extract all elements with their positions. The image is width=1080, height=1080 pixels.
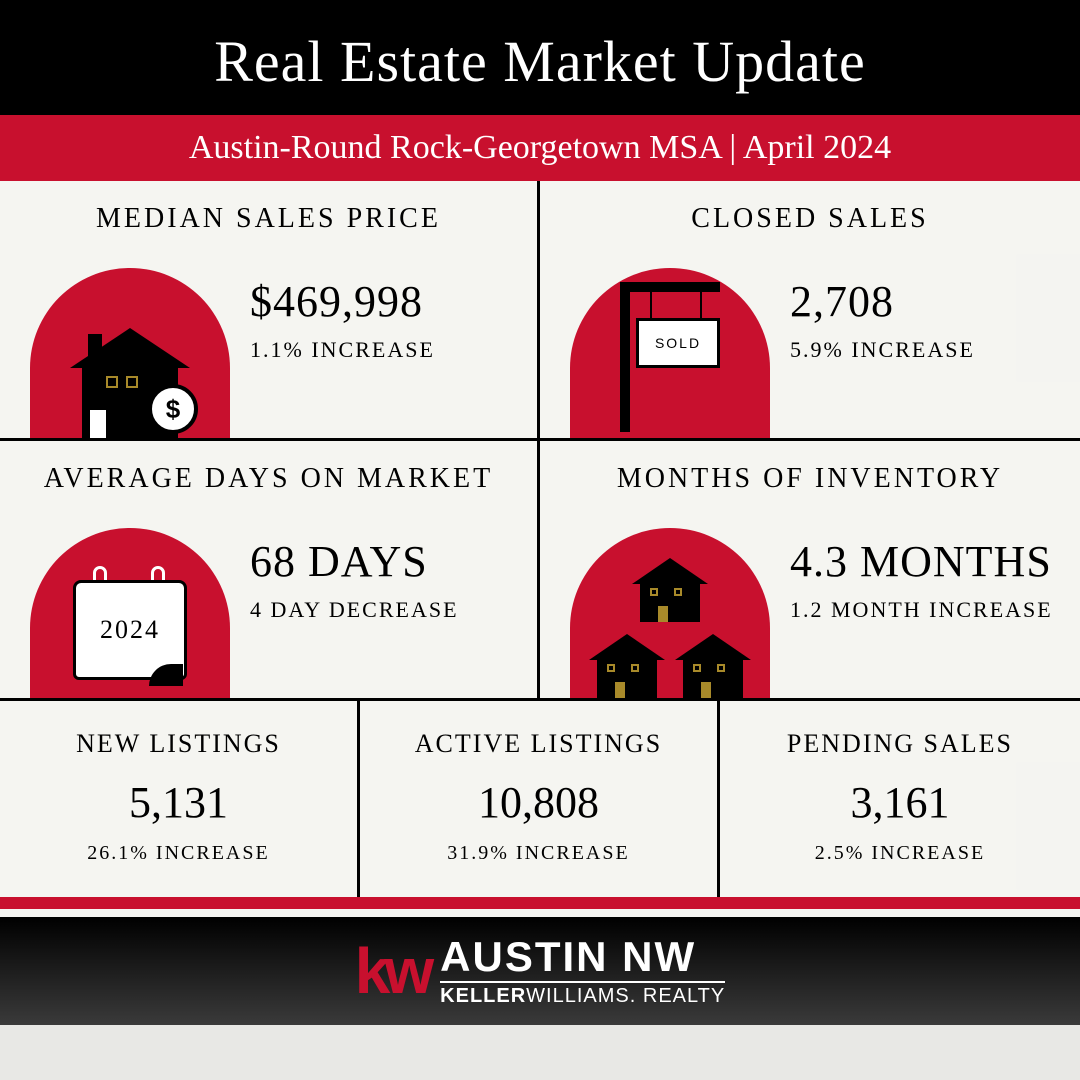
metric-new-listings: NEW LISTINGS 5,131 26.1% INCREASE bbox=[0, 701, 360, 897]
metric-inventory: MONTHS OF INVENTORY 4.3 MONTHS 1.2 MONTH… bbox=[540, 441, 1080, 698]
stat-change: 1.2 MONTH INCREASE bbox=[790, 597, 1070, 623]
row-3: NEW LISTINGS 5,131 26.1% INCREASE ACTIVE… bbox=[0, 701, 1080, 897]
metric-active-listings: ACTIVE LISTINGS 10,808 31.9% INCREASE bbox=[360, 701, 720, 897]
stat-block: $469,998 1.1% INCREASE bbox=[250, 276, 530, 363]
stat-change: 26.1% INCREASE bbox=[0, 842, 357, 865]
metric-pending-sales: PENDING SALES 3,161 2.5% INCREASE bbox=[720, 701, 1080, 897]
house-dollar-icon: $ bbox=[70, 328, 190, 438]
page-subtitle: Austin-Round Rock-Georgetown MSA | April… bbox=[0, 115, 1080, 181]
divider-bar bbox=[0, 897, 1080, 909]
arch-bg bbox=[570, 528, 770, 698]
brand-logo: kw AUSTIN NW KELLERWILLIAMS. REALTY bbox=[355, 936, 725, 1006]
metric-median-price: MEDIAN SALES PRICE $ $469,998 1.1% INCRE… bbox=[0, 181, 540, 438]
metric-days-on-market: AVERAGE DAYS ON MARKET 2024 68 DAYS 4 DA… bbox=[0, 441, 540, 698]
brand-text: AUSTIN NW KELLERWILLIAMS. REALTY bbox=[440, 936, 725, 1006]
stat-change: 31.9% INCREASE bbox=[360, 842, 717, 865]
row-1: MEDIAN SALES PRICE $ $469,998 1.1% INCRE… bbox=[0, 181, 1080, 441]
page-title: Real Estate Market Update bbox=[0, 0, 1080, 115]
stat-value: 4.3 MONTHS bbox=[790, 536, 1070, 587]
arch-bg: $ bbox=[30, 268, 230, 438]
kw-icon: kw bbox=[355, 947, 428, 995]
metric-closed-sales: CLOSED SALES SOLD 2,708 5.9% INCREASE bbox=[540, 181, 1080, 438]
metric-title: NEW LISTINGS bbox=[0, 721, 357, 759]
row-2: AVERAGE DAYS ON MARKET 2024 68 DAYS 4 DA… bbox=[0, 441, 1080, 701]
stat-block: 4.3 MONTHS 1.2 MONTH INCREASE bbox=[790, 536, 1070, 623]
stat-change: 1.1% INCREASE bbox=[250, 337, 530, 363]
stat-value: 68 DAYS bbox=[250, 536, 530, 587]
sold-label: SOLD bbox=[636, 318, 720, 368]
stat-change: 4 DAY DECREASE bbox=[250, 597, 530, 623]
stat-value: $469,998 bbox=[250, 276, 530, 327]
arch-bg: 2024 bbox=[30, 528, 230, 698]
footer: kw AUSTIN NW KELLERWILLIAMS. REALTY bbox=[0, 917, 1080, 1025]
metric-title: MONTHS OF INVENTORY bbox=[540, 441, 1080, 495]
brand-divider bbox=[440, 981, 725, 983]
stat-block: 2,708 5.9% INCREASE bbox=[790, 276, 1070, 363]
stat-value: 10,808 bbox=[360, 777, 717, 828]
sold-sign-icon: SOLD bbox=[600, 282, 740, 432]
metric-title: AVERAGE DAYS ON MARKET bbox=[0, 441, 537, 495]
brand-line1: AUSTIN NW bbox=[440, 936, 725, 978]
brand-line2: KELLERWILLIAMS. REALTY bbox=[440, 986, 725, 1006]
stat-change: 5.9% INCREASE bbox=[790, 337, 1070, 363]
stat-change: 2.5% INCREASE bbox=[720, 842, 1080, 865]
arch-bg: SOLD bbox=[570, 268, 770, 438]
metric-title: PENDING SALES bbox=[720, 721, 1080, 759]
stat-block: 68 DAYS 4 DAY DECREASE bbox=[250, 536, 530, 623]
metric-title: CLOSED SALES bbox=[540, 181, 1080, 235]
stat-value: 5,131 bbox=[0, 777, 357, 828]
stat-value: 2,708 bbox=[790, 276, 1070, 327]
calendar-icon: 2024 bbox=[65, 562, 195, 692]
metric-title: ACTIVE LISTINGS bbox=[360, 721, 717, 759]
metric-title: MEDIAN SALES PRICE bbox=[0, 181, 537, 235]
metrics-grid: MEDIAN SALES PRICE $ $469,998 1.1% INCRE… bbox=[0, 181, 1080, 917]
houses-icon bbox=[585, 558, 755, 698]
stat-value: 3,161 bbox=[720, 777, 1080, 828]
calendar-year: 2024 bbox=[100, 615, 160, 645]
